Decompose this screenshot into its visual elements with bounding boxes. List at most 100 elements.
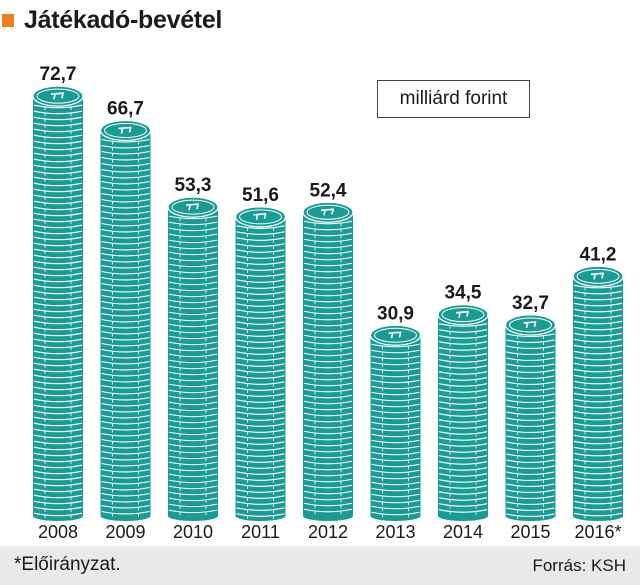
coin-edge	[438, 395, 488, 399]
coin-edge	[101, 426, 150, 431]
coin-edge	[506, 495, 555, 500]
coin-edge	[236, 333, 285, 337]
coin-edge	[438, 503, 488, 507]
coin-edge	[303, 238, 353, 243]
coin-edge	[101, 360, 150, 365]
coin-top	[369, 324, 422, 346]
coin-edge	[236, 273, 285, 277]
coin-edge	[168, 485, 218, 490]
coin-edge	[101, 504, 150, 509]
coin-edge	[33, 440, 83, 445]
coin-edge	[168, 455, 218, 460]
coin-edge	[33, 380, 83, 385]
coin-edge	[438, 461, 488, 465]
coin-rim	[509, 317, 552, 333]
coin-edge	[303, 508, 353, 513]
coin-edge	[33, 128, 83, 133]
coin-edge	[33, 140, 83, 145]
coin-edge	[236, 429, 285, 433]
coin-edge	[371, 469, 420, 474]
bar-2010: 53,3 2010	[167, 175, 219, 542]
coin-edge	[438, 329, 488, 333]
coin-edge	[371, 421, 420, 426]
coin-edge	[573, 488, 623, 493]
bar-2013: 30,9 2013	[369, 303, 422, 542]
coin-edge	[573, 368, 623, 373]
coin-edge	[33, 392, 83, 397]
coin-edge	[33, 362, 83, 367]
coin-edge	[303, 220, 353, 225]
coin-edge	[33, 146, 83, 151]
coin-edge	[101, 228, 150, 233]
coin-top	[437, 304, 489, 326]
bar-2015: 32,7 2015	[504, 293, 557, 542]
coin-edge	[33, 500, 83, 505]
coin-top	[234, 206, 287, 228]
coin-edge	[33, 446, 83, 451]
coin-edge	[303, 286, 353, 291]
coin-edge	[573, 446, 623, 451]
coin-edge	[303, 346, 353, 351]
coin-edge	[506, 333, 555, 338]
coin-edge	[371, 373, 420, 378]
coin-edge	[371, 493, 420, 498]
coin-edge	[303, 502, 353, 507]
coin-edge	[101, 186, 150, 191]
coin-edge	[303, 430, 353, 435]
coin-edge	[101, 198, 150, 203]
coin-edge	[168, 215, 218, 220]
coin-edge	[438, 365, 488, 369]
coin-edge	[573, 374, 623, 379]
bar-base	[303, 511, 353, 521]
coin-edge	[33, 422, 83, 427]
coin-edge	[371, 457, 420, 462]
coin-edge	[573, 494, 623, 499]
coin-edge	[573, 314, 623, 319]
coin-edge	[101, 432, 150, 437]
coin-top	[504, 314, 557, 336]
coin-edge	[33, 302, 83, 307]
coin-edge	[168, 323, 218, 328]
coin-edge	[101, 486, 150, 491]
coin-edge	[303, 406, 353, 411]
coin-edge	[303, 466, 353, 471]
coin-edge	[101, 270, 150, 275]
coin-edge	[303, 418, 353, 423]
coin-top	[99, 119, 152, 142]
coin-edge	[303, 274, 353, 279]
coin-edge	[573, 416, 623, 421]
coin-edge	[101, 390, 150, 395]
coin-edge	[33, 320, 83, 325]
coin-edge	[33, 200, 83, 205]
coin-edge	[303, 376, 353, 381]
coin-edge	[236, 297, 285, 301]
coin-edge	[168, 497, 218, 502]
coin-edge	[33, 488, 83, 493]
coin-edge	[168, 491, 218, 496]
coin-edge	[506, 363, 555, 368]
coin-edge	[303, 454, 353, 459]
coin-edge	[168, 287, 218, 292]
coin-edge	[33, 464, 83, 469]
bar-2008: 72,7 2008	[32, 64, 84, 542]
coin-edge	[33, 188, 83, 193]
coin-edge	[438, 449, 488, 453]
coin-edge	[438, 485, 488, 489]
coin-edge	[303, 292, 353, 297]
coin-edge	[168, 425, 218, 430]
coin-rim	[441, 307, 485, 323]
coin-edge	[33, 470, 83, 475]
coin-edge	[438, 371, 488, 375]
coin-edge	[168, 311, 218, 316]
coin-edge	[236, 411, 285, 415]
coin-edge	[371, 511, 420, 516]
coin-edge	[168, 299, 218, 304]
coin-edge	[33, 356, 83, 361]
coin-edge	[236, 417, 285, 421]
coin-edge	[303, 478, 353, 483]
coin-edge	[33, 404, 83, 409]
coin-emblem-icon	[590, 272, 604, 280]
coin-emblem-icon	[253, 212, 267, 221]
coin-edge	[303, 388, 353, 393]
coin-edge	[101, 420, 150, 425]
